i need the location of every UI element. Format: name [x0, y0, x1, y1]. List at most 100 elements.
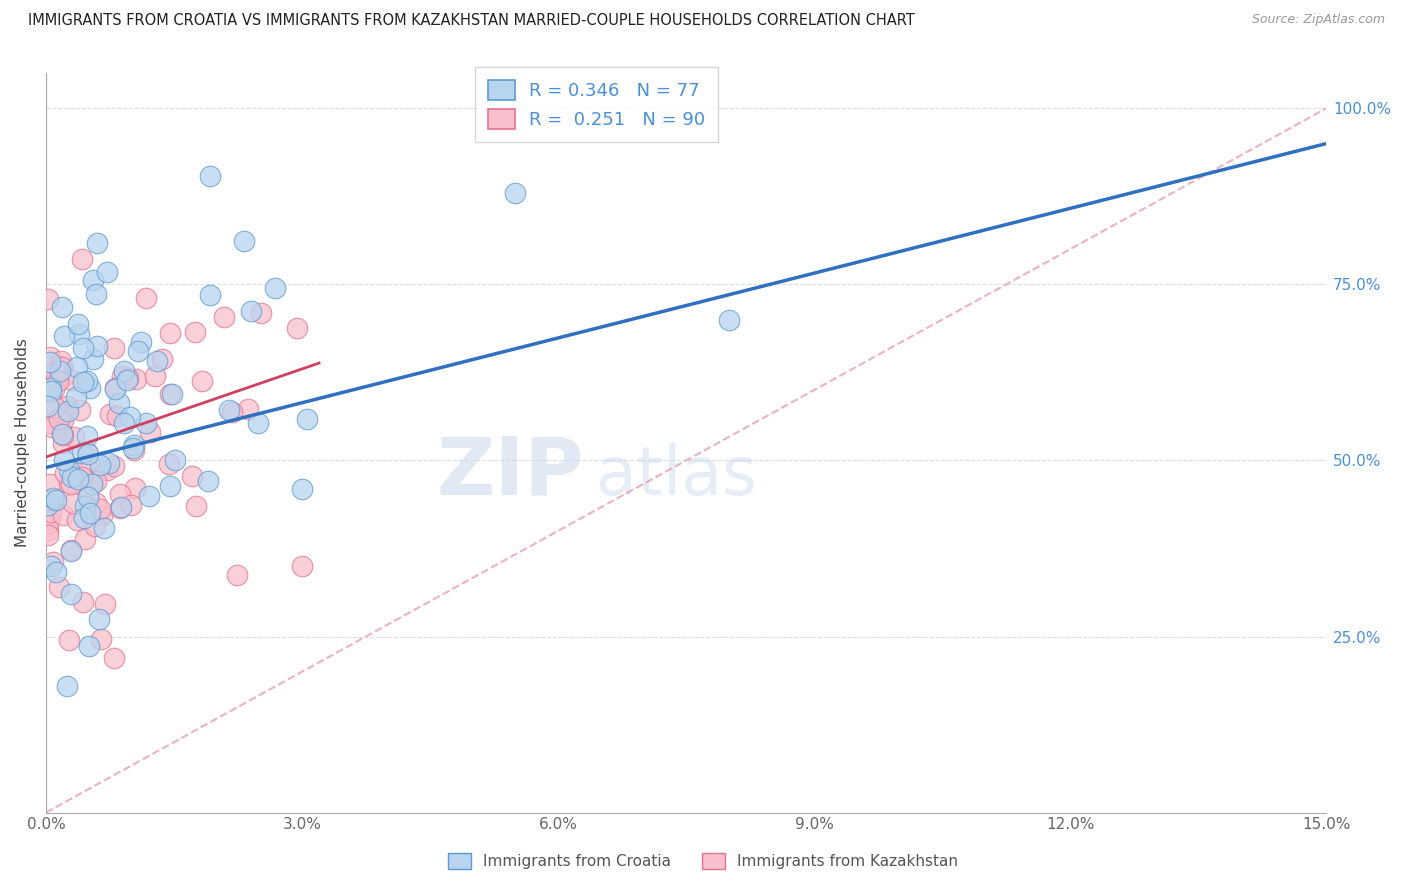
Point: [62, 496, 84, 510]
Point: [110, 500, 132, 515]
Point: [108, 396, 131, 410]
Point: [89, 501, 111, 516]
Point: [76, 374, 98, 388]
Y-axis label: Married-couple Households: Married-couple Households: [15, 338, 30, 548]
Legend: R = 0.346   N = 77, R =  0.251   N = 90: R = 0.346 N = 77, R = 0.251 N = 90: [475, 68, 718, 142]
Point: [89, 458, 111, 472]
Point: [72, 341, 94, 355]
Point: [77, 447, 100, 461]
Point: [79, 381, 101, 395]
Point: [73, 532, 96, 546]
Point: [120, 498, 142, 512]
Point: [86, 287, 108, 301]
Point: [72, 376, 94, 390]
Point: [51, 360, 73, 375]
Point: [39, 381, 62, 395]
Point: [212, 310, 235, 324]
Point: [82, 273, 104, 287]
Point: [41, 559, 63, 574]
Point: [51, 300, 73, 314]
Point: [110, 487, 132, 501]
Point: [124, 482, 146, 496]
Text: atlas: atlas: [596, 443, 758, 509]
Point: [75, 499, 97, 513]
Point: [105, 409, 128, 423]
Point: [122, 438, 145, 452]
Point: [76, 429, 98, 443]
Point: [295, 411, 318, 425]
Text: Source: ZipAtlas.com: Source: ZipAtlas.com: [1251, 13, 1385, 27]
Point: [82, 473, 104, 487]
Point: [247, 416, 270, 430]
Point: [39, 350, 62, 364]
Point: [94, 597, 117, 611]
Point: [76, 445, 98, 459]
Point: [37, 400, 59, 414]
Point: [146, 353, 169, 368]
Point: [198, 169, 221, 183]
Point: [84, 496, 107, 510]
Point: [86, 339, 108, 353]
Point: [59, 477, 82, 491]
Point: [110, 501, 132, 516]
Point: [104, 381, 127, 395]
Point: [82, 352, 104, 367]
Point: [67, 326, 90, 341]
Point: [717, 312, 740, 326]
Point: [135, 416, 157, 430]
Point: [39, 476, 62, 491]
Point: [221, 405, 243, 419]
Point: [60, 587, 83, 601]
Point: [103, 341, 125, 355]
Point: [56, 399, 79, 413]
Point: [159, 326, 181, 340]
Point: [197, 474, 219, 488]
Point: [45, 565, 67, 579]
Point: [63, 430, 86, 444]
Point: [163, 453, 186, 467]
Point: [112, 364, 135, 378]
Point: [104, 382, 127, 396]
Point: [39, 384, 62, 398]
Point: [84, 475, 107, 489]
Point: [66, 472, 89, 486]
Point: [121, 441, 143, 455]
Text: IMMIGRANTS FROM CROATIA VS IMMIGRANTS FROM KAZAKHSTAN MARRIED-COUPLE HOUSEHOLDS : IMMIGRANTS FROM CROATIA VS IMMIGRANTS FR…: [28, 13, 915, 29]
Point: [91, 508, 114, 523]
Point: [56, 679, 79, 693]
Point: [66, 317, 89, 331]
Point: [127, 343, 149, 358]
Point: [72, 595, 94, 609]
Point: [111, 369, 134, 384]
Point: [58, 463, 80, 477]
Point: [48, 411, 70, 425]
Point: [73, 511, 96, 525]
Point: [44, 382, 66, 396]
Point: [285, 321, 308, 335]
Point: [52, 436, 75, 450]
Point: [135, 291, 157, 305]
Point: [79, 506, 101, 520]
Point: [44, 366, 66, 380]
Point: [37, 516, 59, 530]
Point: [239, 303, 262, 318]
Point: [87, 612, 110, 626]
Point: [77, 489, 100, 503]
Point: [505, 186, 527, 200]
Point: [69, 402, 91, 417]
Point: [70, 469, 93, 483]
Point: [263, 280, 285, 294]
Point: [58, 632, 80, 647]
Point: [58, 475, 80, 490]
Point: [45, 372, 67, 386]
Point: [72, 445, 94, 459]
Point: [41, 555, 63, 569]
Point: [52, 368, 75, 383]
Point: [49, 424, 72, 438]
Point: [103, 650, 125, 665]
Point: [56, 404, 79, 418]
Point: [124, 443, 146, 458]
Point: [65, 390, 87, 404]
Point: [150, 352, 173, 367]
Point: [37, 417, 59, 431]
